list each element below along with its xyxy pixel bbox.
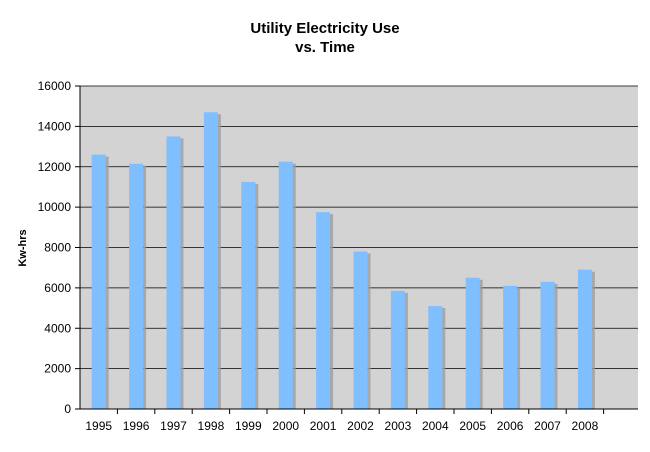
y-tick-label-6: 12000	[38, 160, 72, 174]
bar-1999	[241, 181, 256, 409]
axes	[79, 86, 638, 414]
tick-labels: 0 2000 4000 6000 8000 10000 12000 14000 16000 199…	[38, 79, 599, 433]
bars	[91, 112, 595, 410]
bar-2005	[465, 277, 480, 409]
y-tick-label-7: 14000	[38, 119, 72, 133]
bar-2003	[390, 290, 405, 409]
x-tick-label-2007: 2007	[534, 419, 561, 433]
y-tick-label-3: 6000	[44, 281, 71, 295]
bar-2000	[278, 161, 293, 409]
x-tick-label-2001: 2001	[310, 419, 337, 433]
chart-title: Utility Electricity Use	[250, 20, 399, 37]
bar-1997	[166, 136, 181, 409]
bar-2002	[353, 251, 368, 409]
x-tick-label-1998: 1998	[198, 419, 225, 433]
x-tick-label-1999: 1999	[235, 419, 262, 433]
bar-1998	[203, 112, 218, 410]
x-tick-label-2005: 2005	[459, 419, 486, 433]
x-tick-label-2002: 2002	[347, 419, 374, 433]
y-tick-label-8: 16000	[38, 79, 72, 93]
y-tick-label-2: 4000	[44, 321, 71, 335]
x-tick-label-2008: 2008	[572, 419, 599, 433]
x-tick-label-1997: 1997	[160, 419, 187, 433]
x-tick-label-2000: 2000	[272, 419, 299, 433]
bar-2008	[577, 269, 592, 409]
x-tick-label-1995: 1995	[85, 419, 112, 433]
bar-2001	[316, 212, 331, 409]
x-tick-label-2006: 2006	[497, 419, 524, 433]
y-axis-label: Kw-hrs	[17, 229, 29, 266]
y-tick-label-4: 8000	[44, 241, 71, 255]
x-tick-label-2004: 2004	[422, 419, 449, 433]
bar-1996	[129, 163, 144, 409]
y-tick-label-5: 10000	[38, 200, 72, 214]
bar-1995	[91, 154, 106, 409]
x-tick-label-2003: 2003	[385, 419, 412, 433]
bar-2007	[540, 281, 555, 409]
y-tick-label-1: 2000	[44, 362, 71, 376]
x-tick-label-1996: 1996	[123, 419, 150, 433]
y-tick-label-0: 0	[64, 402, 71, 416]
bar-2004	[428, 306, 443, 409]
bar-2006	[503, 285, 518, 409]
chart-subtitle: vs. Time	[295, 39, 355, 56]
